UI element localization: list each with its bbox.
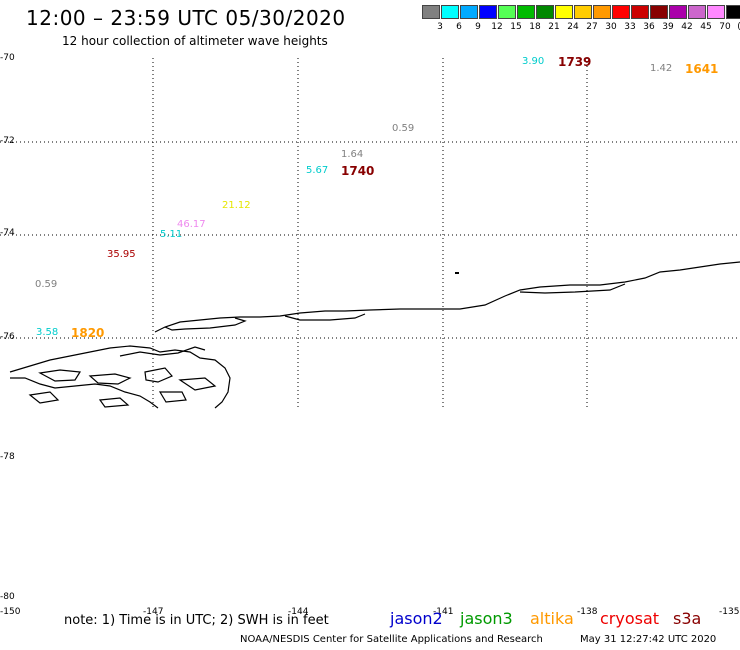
legend-swatch bbox=[650, 5, 668, 19]
wave-height-label: 35.95 bbox=[107, 249, 136, 260]
legend-label: 3 bbox=[437, 22, 443, 32]
wave-height-label: 1.42 bbox=[650, 63, 673, 74]
legend-swatch bbox=[460, 5, 478, 19]
legend-label: 9 bbox=[475, 22, 481, 32]
y-tick-label: -80 bbox=[0, 592, 15, 602]
coastline-lake-4 bbox=[178, 377, 217, 391]
y-tick-label: -76 bbox=[0, 332, 15, 342]
coastline bbox=[9, 261, 740, 409]
latitude-gridlines bbox=[0, 141, 740, 339]
legend-swatch bbox=[479, 5, 497, 19]
satellite-legend-jason2: jason2 bbox=[390, 609, 443, 628]
coastline-lake-2 bbox=[88, 373, 132, 385]
wave-height-label: 46.17 bbox=[177, 219, 206, 230]
legend-label: 30 bbox=[605, 22, 617, 32]
wave-height-label: 5.67 bbox=[306, 165, 329, 176]
x-tick-label: -135 bbox=[719, 607, 740, 617]
coastline-island-a bbox=[164, 317, 247, 331]
legend-label: 24 bbox=[567, 22, 579, 32]
legend-swatch bbox=[631, 5, 649, 19]
coastline-landmass-b bbox=[10, 377, 159, 409]
wave-height-label: 3.90 bbox=[522, 56, 545, 67]
pass-time-label: 1740 bbox=[341, 164, 375, 178]
satellite-legend-s3a: s3a bbox=[673, 609, 702, 628]
coastline-lake-3 bbox=[144, 367, 173, 383]
x-tick-label: -147 bbox=[143, 607, 164, 617]
credit-line: NOAA/NESDIS Center for Satellite Applica… bbox=[240, 634, 543, 645]
coastline-inlet bbox=[519, 283, 626, 294]
wave-height-label: 0.59 bbox=[392, 123, 415, 134]
wave-height-label: 1.64 bbox=[341, 149, 364, 160]
wave-height-label: 0.59 bbox=[35, 279, 58, 290]
legend-label: 45 bbox=[700, 22, 712, 32]
legend-swatch bbox=[612, 5, 630, 19]
legend-label: 12 bbox=[491, 22, 503, 32]
pass-time-label: 1641 bbox=[685, 62, 719, 76]
x-tick-label: -141 bbox=[433, 607, 454, 617]
coastline-lake-5 bbox=[28, 391, 60, 404]
x-tick-label: -144 bbox=[288, 607, 309, 617]
y-tick-label: -78 bbox=[0, 452, 15, 462]
generated-timestamp: May 31 12:27:42 UTC 2020 bbox=[580, 634, 717, 645]
legend-label: 21 bbox=[548, 22, 560, 32]
legend-swatch bbox=[555, 5, 573, 19]
satellite-legend-altika: altika bbox=[530, 609, 574, 628]
y-tick-label: -72 bbox=[0, 136, 15, 146]
satellite-legend-jason3: jason3 bbox=[460, 609, 513, 628]
x-tick-label: -138 bbox=[577, 607, 598, 617]
x-tick-label: -150 bbox=[0, 607, 21, 617]
y-tick-label: -70 bbox=[0, 53, 15, 63]
coastline-landmass bbox=[9, 345, 231, 409]
wave-height-label: 21.12 bbox=[222, 200, 251, 211]
wave-height-label: 3.58 bbox=[36, 327, 59, 338]
legend-swatch bbox=[593, 5, 611, 19]
small-island-mark bbox=[455, 272, 459, 274]
legend-swatch bbox=[707, 5, 725, 19]
legend-label: 27 bbox=[586, 22, 598, 32]
coastline-lake-1 bbox=[38, 369, 82, 382]
coastline-shelf-east bbox=[119, 346, 206, 357]
coastline-lake-7 bbox=[98, 397, 130, 408]
map-title: 12:00 – 23:59 UTC 05/30/2020 bbox=[26, 6, 346, 30]
coastline-lake-6 bbox=[158, 391, 187, 403]
map-subtitle: 12 hour collection of altimeter wave hei… bbox=[62, 34, 328, 48]
legend-label: 6 bbox=[456, 22, 462, 32]
legend-label: 70 bbox=[719, 22, 731, 32]
pass-time-label: 1820 bbox=[71, 326, 105, 340]
longitude-gridlines bbox=[152, 58, 588, 408]
footnote: note: 1) Time is in UTC; 2) SWH is in fe… bbox=[64, 613, 329, 628]
legend-label: 36 bbox=[643, 22, 655, 32]
legend-label: 18 bbox=[529, 22, 541, 32]
legend-label: 33 bbox=[624, 22, 636, 32]
legend-swatch bbox=[574, 5, 592, 19]
legend-swatch bbox=[688, 5, 706, 19]
coastline-island-b bbox=[284, 313, 366, 321]
wave-height-label: 5.11 bbox=[160, 229, 183, 240]
legend-swatch bbox=[441, 5, 459, 19]
legend-label: 15 bbox=[510, 22, 522, 32]
legend-swatch bbox=[536, 5, 554, 19]
pass-time-label: 1739 bbox=[558, 55, 592, 69]
legend-swatch bbox=[422, 5, 440, 19]
legend-label: 39 bbox=[662, 22, 674, 32]
legend-swatch bbox=[498, 5, 516, 19]
legend-swatch bbox=[669, 5, 687, 19]
legend-swatch bbox=[517, 5, 535, 19]
ice-shelf-edge bbox=[154, 261, 740, 333]
legend-swatch bbox=[726, 5, 740, 19]
y-tick-label: -74 bbox=[0, 228, 15, 238]
legend-label: 42 bbox=[681, 22, 693, 32]
legend-label: (ft) bbox=[733, 22, 740, 32]
satellite-legend-cryosat: cryosat bbox=[600, 609, 660, 628]
